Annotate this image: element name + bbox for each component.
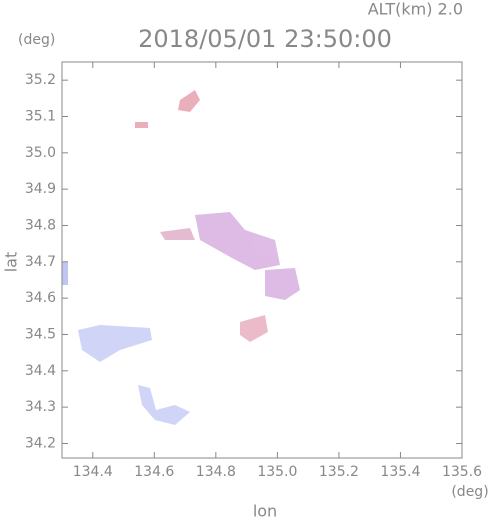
y-tick-label: 34.3 — [25, 399, 56, 415]
x-tick-label: 134.6 — [134, 464, 174, 480]
x-tick-label: 134.8 — [196, 464, 236, 480]
x-tick-label: 135.2 — [319, 464, 359, 480]
echo — [78, 325, 152, 362]
y-tick-label: 34.6 — [25, 290, 56, 306]
echo — [138, 385, 190, 425]
y-tick-label: 34.5 — [25, 326, 56, 342]
y-tick-label: 35.2 — [25, 72, 56, 88]
echo — [195, 212, 280, 270]
y-tick-label: 34.4 — [25, 363, 56, 379]
y-tick-label: 34.2 — [25, 435, 56, 451]
y-tick-label: 34.7 — [25, 254, 56, 270]
x-tick-label: 135.6 — [442, 464, 482, 480]
echo — [178, 90, 200, 112]
y-axis-label: lat — [2, 252, 21, 273]
x-tick-label: 134.4 — [73, 464, 113, 480]
x-tick-label: 135.4 — [380, 464, 420, 480]
y-tick-label: 34.9 — [25, 181, 56, 197]
echo — [160, 228, 195, 240]
echo-field — [62, 90, 300, 425]
x-axis-label: lon — [253, 502, 277, 521]
echo — [135, 122, 148, 128]
altitude-label: ALT(km) 2.0 — [368, 0, 463, 19]
echo — [62, 262, 68, 285]
x-tick-label: 135.0 — [257, 464, 297, 480]
y-tick-label: 35.0 — [25, 145, 56, 161]
echo — [265, 268, 300, 300]
y-tick-label: 34.8 — [25, 217, 56, 233]
chart-title: 2018/05/01 23:50:00 — [138, 25, 392, 53]
y-unit: (deg) — [18, 32, 55, 48]
x-unit: (deg) — [451, 484, 488, 500]
plot-frame — [61, 61, 463, 459]
y-tick-label: 35.1 — [25, 108, 56, 124]
echo — [240, 315, 268, 342]
